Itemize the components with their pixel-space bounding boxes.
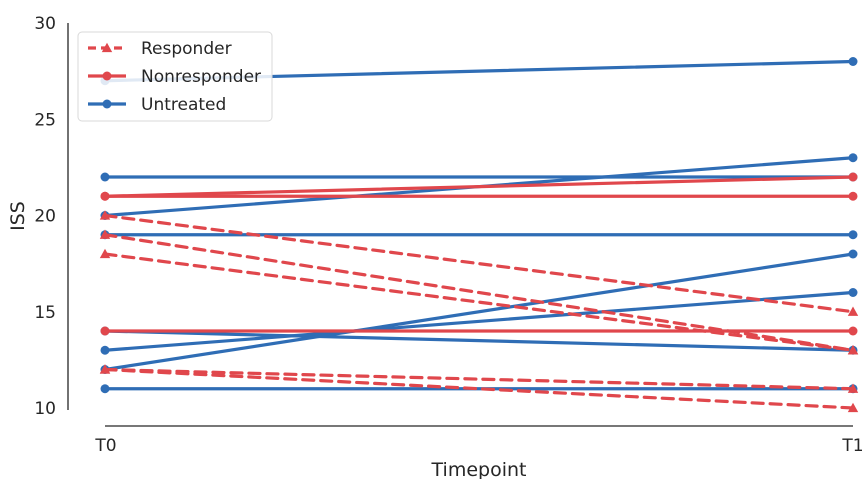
legend: Responder Nonresponder Untreated	[77, 31, 273, 122]
data-point	[847, 306, 859, 316]
y-tick-label: 15	[34, 303, 56, 323]
axes: 10 15 20 25 30 T0 T1	[34, 14, 863, 456]
series-line	[103, 252, 855, 372]
data-point	[848, 326, 858, 336]
data-point	[848, 230, 858, 240]
series-line	[103, 213, 855, 314]
series-responder-11	[99, 210, 859, 316]
data-point	[848, 172, 858, 182]
series-untreated-3	[100, 230, 858, 240]
data-point	[847, 383, 859, 393]
data-point	[100, 345, 110, 355]
y-tick-label: 20	[34, 207, 56, 227]
series-line	[103, 367, 855, 410]
data-point	[100, 191, 110, 201]
x-axis-label: Timepoint	[431, 459, 527, 479]
data-point	[848, 288, 858, 297]
series-line	[103, 290, 855, 352]
data-point	[99, 364, 111, 374]
legend-box	[77, 31, 273, 122]
series-line	[103, 175, 855, 198]
y-axis-label: ISS	[7, 201, 29, 231]
data-point	[848, 191, 858, 201]
series-nonresponder-9	[100, 172, 858, 201]
legend-marker	[102, 99, 112, 109]
data-point	[100, 326, 110, 336]
data-point	[848, 249, 858, 259]
data-point	[99, 210, 111, 220]
series-line	[103, 367, 855, 391]
series-responder-15	[99, 364, 859, 413]
y-tick-label: 25	[34, 110, 56, 130]
legend-label: Responder	[141, 39, 232, 59]
x-tick-label: T1	[841, 436, 863, 456]
data-point	[847, 345, 859, 355]
data-point	[100, 384, 110, 394]
data-point	[848, 57, 858, 66]
data-point	[99, 248, 111, 259]
data-point	[847, 402, 859, 413]
data-point	[100, 172, 110, 182]
series-responder-12	[99, 229, 859, 355]
series-untreated-5	[100, 288, 858, 355]
legend-label: Untreated	[141, 95, 226, 115]
legend-marker	[101, 42, 113, 53]
y-tick-label: 30	[34, 14, 56, 34]
series-line	[103, 252, 855, 352]
legend-marker	[102, 71, 112, 81]
series-line	[103, 233, 855, 352]
legend-label: Nonresponder	[141, 67, 261, 87]
x-tick-label: T0	[94, 436, 116, 456]
data-point	[848, 153, 858, 163]
series-responder-13	[99, 248, 859, 355]
series-line	[103, 329, 855, 352]
data-point	[99, 229, 111, 239]
y-tick-label: 10	[34, 399, 56, 419]
